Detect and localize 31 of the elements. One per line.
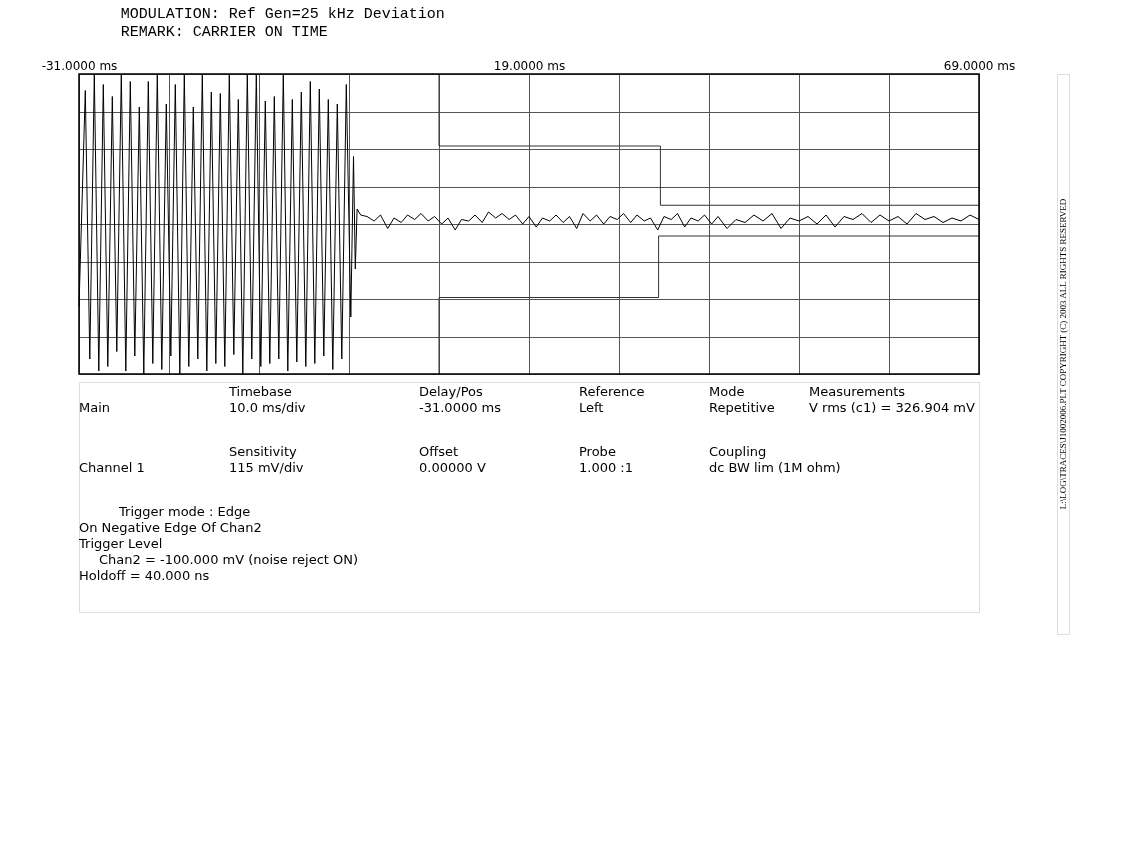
text: -31.0000 ms (419, 400, 502, 415)
text: Timebase (228, 384, 292, 399)
chart-subtitle: REMARK: CARRIER ON TIME (120, 23, 328, 41)
text: L:\LOG\TRACES\J1002006.PLT COPYRIGHT (C) 2003 ALL RIGHTS RESERVED (1058, 198, 1068, 510)
text: 10.0 ms/div (229, 400, 306, 415)
text: On Negative Edge Of Chan2 (79, 520, 262, 535)
text: 1.000 :1 (579, 460, 633, 475)
text: 115 mV/div (229, 460, 304, 475)
text: Repetitive (709, 400, 775, 415)
text: Holdoff = 40.000 ns (79, 568, 210, 583)
text: V rms (c1) = 326.904 mV (809, 400, 975, 415)
text: Channel 1 (79, 460, 145, 475)
text: Measurements (809, 384, 906, 399)
text: Trigger Level (78, 536, 163, 551)
text: Probe (579, 444, 616, 459)
text: Left (579, 400, 604, 415)
chart-title: MODULATION: Ref Gen=25 kHz Deviation (120, 5, 445, 23)
text: Main (79, 400, 111, 415)
text: Delay/Pos (419, 384, 483, 399)
x-tick-label: -31.0000 ms (41, 58, 118, 73)
text: Mode (709, 384, 745, 399)
text: Sensitivity (229, 444, 297, 459)
text: Offset (419, 444, 459, 459)
x-tick-label: 69.0000 ms (943, 58, 1016, 73)
text: 0.00000 V (419, 460, 486, 475)
text: dc BW lim (1M ohm) (709, 460, 841, 475)
text: Chan2 = -100.000 mV (noise reject ON) (99, 552, 359, 567)
text: Coupling (709, 444, 767, 459)
x-tick-label: 19.0000 ms (493, 58, 566, 73)
text: Trigger mode : Edge (118, 504, 251, 519)
text: Reference (579, 384, 645, 399)
